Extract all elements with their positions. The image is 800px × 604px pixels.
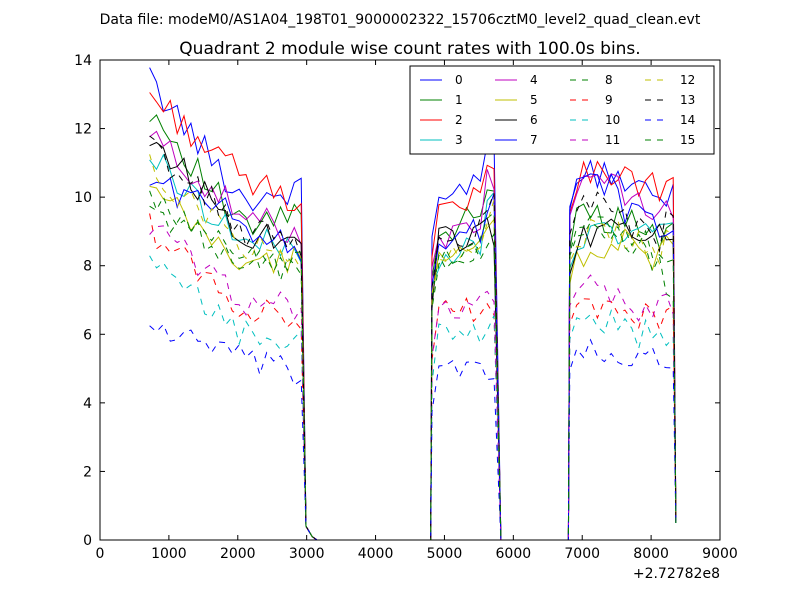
legend-label-6: 6	[530, 113, 538, 127]
series-line-14	[149, 323, 677, 540]
x-tick-label: 6000	[496, 546, 532, 562]
x-tick-label: 8000	[633, 546, 669, 562]
y-tick-label: 2	[83, 464, 92, 480]
legend-box	[409, 65, 715, 155]
legend-label-8: 8	[605, 73, 613, 87]
series-line-6	[149, 141, 677, 540]
y-tick-label: 6	[83, 327, 92, 343]
legend-label-4: 4	[530, 73, 538, 87]
legend-label-1: 1	[455, 93, 463, 107]
x-tick-label: 9000	[702, 546, 738, 562]
x-tick-label: 1000	[151, 546, 187, 562]
legend-label-7: 7	[530, 133, 538, 147]
plot-area	[149, 67, 677, 540]
legend-label-10: 10	[605, 113, 620, 127]
series-line-11	[149, 225, 677, 540]
x-tick-label: 3000	[289, 546, 325, 562]
legend-label-2: 2	[455, 113, 463, 127]
series-line-9	[149, 213, 677, 540]
y-tick-label: 4	[83, 396, 92, 412]
x-tick-label: 7000	[564, 546, 600, 562]
series-line-13	[149, 135, 677, 540]
legend-label-14: 14	[680, 113, 695, 127]
y-tick-label: 12	[74, 122, 92, 138]
axis-ticks: 0 1000 2000 3000 4000 5000 6000 7000 8000 9000 0 2 4…	[74, 53, 738, 562]
series-line-4	[149, 130, 677, 540]
chart-title: Quadrant 2 module wise count rates with …	[179, 39, 640, 59]
legend-label-9: 9	[605, 93, 613, 107]
x-tick-label: 2000	[220, 546, 256, 562]
series-line-15	[149, 190, 677, 540]
series-line-1	[149, 114, 677, 540]
x-tick-label: 5000	[427, 546, 463, 562]
suptitle: Data file: modeM0/AS1A04_198T01_90000023…	[100, 12, 701, 28]
axes-frame	[99, 59, 721, 541]
series-line-5	[149, 185, 677, 540]
legend-label-0: 0	[455, 73, 463, 87]
legend-label-12: 12	[680, 73, 695, 87]
y-tick-label: 10	[74, 190, 92, 206]
legend-label-11: 11	[605, 133, 620, 147]
x-offset-label: +2.72782e8	[633, 566, 720, 582]
series-line-2	[149, 92, 677, 540]
series-line-0	[149, 67, 677, 540]
y-tick-label: 0	[83, 533, 92, 549]
series-line-7	[149, 173, 677, 540]
legend-label-15: 15	[680, 133, 695, 147]
y-tick-label: 8	[83, 259, 92, 275]
series-line-12	[149, 154, 677, 540]
series-line-10	[149, 255, 677, 540]
legend-label-3: 3	[455, 133, 463, 147]
x-tick-label: 0	[96, 546, 105, 562]
y-tick-label: 14	[74, 53, 92, 69]
x-tick-label: 4000	[358, 546, 394, 562]
legend-label-5: 5	[530, 93, 538, 107]
legend-label-13: 13	[680, 93, 695, 107]
